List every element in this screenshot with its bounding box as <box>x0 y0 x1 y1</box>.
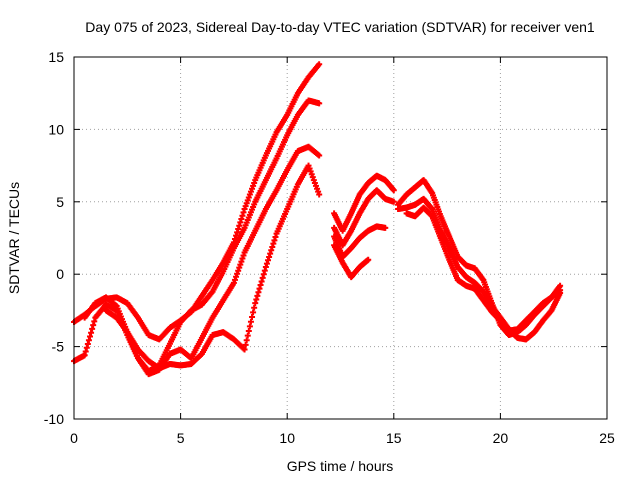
data-point <box>253 296 260 303</box>
data-point <box>239 255 246 262</box>
data-point <box>270 240 277 247</box>
data-point <box>246 323 253 330</box>
chart-title: Day 075 of 2023, Sidereal Day-to-day VTE… <box>85 19 595 35</box>
data-point <box>245 327 252 334</box>
x-tick-label: 10 <box>279 430 295 446</box>
x-tick-label: 25 <box>599 430 615 446</box>
data-point <box>239 212 246 219</box>
data-point <box>85 337 92 344</box>
y-axis-label: SDTVAR / TECUs <box>6 182 22 294</box>
data-layer <box>71 61 564 378</box>
data-point <box>271 237 278 244</box>
y-tick-label: 0 <box>56 266 64 282</box>
data-point <box>237 219 244 226</box>
data-point <box>316 191 323 198</box>
series-arc-k <box>403 204 564 334</box>
y-tick-label: 10 <box>48 121 64 137</box>
data-point <box>235 267 242 274</box>
plot-frame <box>73 56 608 420</box>
data-point <box>267 250 274 257</box>
data-point <box>236 222 243 229</box>
data-point <box>84 340 91 347</box>
data-point <box>231 236 238 243</box>
y-tick-label: -5 <box>52 339 65 355</box>
data-point <box>261 267 268 274</box>
data-point <box>88 329 95 336</box>
data-point <box>83 344 90 351</box>
data-point <box>238 216 245 223</box>
data-point <box>269 243 276 250</box>
data-point <box>256 285 263 292</box>
data-point <box>390 187 397 194</box>
data-point <box>268 247 275 254</box>
data-point <box>82 348 89 355</box>
series-arc-h <box>331 242 372 281</box>
series-arc-j <box>395 195 564 343</box>
data-point <box>266 253 273 260</box>
data-point <box>91 318 98 325</box>
data-point <box>234 270 241 277</box>
data-point <box>81 352 88 359</box>
x-tick-label: 0 <box>70 430 78 446</box>
series-arc-g <box>331 223 389 260</box>
data-point <box>235 226 242 233</box>
data-point <box>233 273 240 280</box>
data-point <box>240 252 247 259</box>
series-arc-f <box>331 187 397 249</box>
data-point <box>272 233 279 240</box>
data-point <box>316 61 323 68</box>
data-point <box>255 289 262 296</box>
data-point <box>238 258 245 265</box>
series-arc-e <box>331 172 397 234</box>
data-point <box>231 276 238 283</box>
data-point <box>557 287 564 294</box>
series-arc-c <box>81 143 323 378</box>
y-tick-label: -10 <box>44 411 64 427</box>
data-point <box>259 274 266 281</box>
data-point <box>250 309 257 316</box>
tick-layer: 0 5 10 15 20 25 -10 -5 0 5 10 15 <box>44 49 615 446</box>
data-point <box>258 278 265 285</box>
x-tick-label: 5 <box>177 430 185 446</box>
data-point <box>230 279 237 286</box>
data-point <box>237 261 244 268</box>
data-point <box>243 337 250 344</box>
y-tick-label: 15 <box>48 49 64 65</box>
data-point <box>244 332 251 339</box>
data-point <box>240 209 247 216</box>
data-point <box>242 341 249 348</box>
data-point <box>234 229 241 236</box>
data-point <box>257 282 264 289</box>
x-tick-label: 15 <box>386 430 402 446</box>
data-point <box>316 152 323 159</box>
data-point <box>265 257 272 264</box>
data-point <box>247 318 254 325</box>
data-point <box>263 260 270 267</box>
x-axis-label: GPS time / hours <box>287 458 394 474</box>
data-point <box>260 271 267 278</box>
data-point <box>390 198 397 205</box>
data-point <box>236 264 243 271</box>
data-point <box>249 314 256 321</box>
data-point <box>252 300 259 307</box>
data-point <box>382 224 389 231</box>
data-point <box>89 325 96 332</box>
series-arc-b <box>71 97 323 375</box>
data-point <box>262 263 269 270</box>
data-point <box>316 100 323 107</box>
data-point <box>251 304 258 311</box>
data-point <box>365 256 372 263</box>
data-point <box>90 322 97 329</box>
series-arc-d <box>102 162 323 372</box>
y-tick-label: 5 <box>56 194 64 210</box>
x-tick-label: 20 <box>493 430 509 446</box>
data-point <box>254 292 261 299</box>
data-point <box>86 333 93 340</box>
data-point <box>241 346 248 353</box>
